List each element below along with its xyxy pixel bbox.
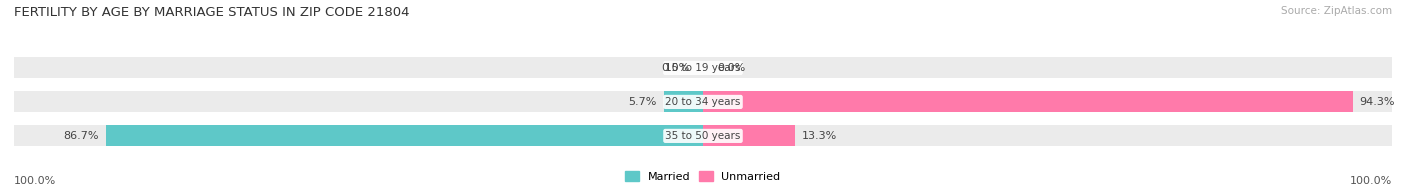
Text: 0.0%: 0.0% bbox=[717, 63, 745, 73]
Text: 100.0%: 100.0% bbox=[1350, 176, 1392, 186]
Bar bbox=[14, 57, 1392, 78]
Text: 13.3%: 13.3% bbox=[801, 131, 837, 141]
Bar bbox=[703, 91, 1353, 113]
Text: FERTILITY BY AGE BY MARRIAGE STATUS IN ZIP CODE 21804: FERTILITY BY AGE BY MARRIAGE STATUS IN Z… bbox=[14, 6, 409, 19]
Bar bbox=[14, 91, 1392, 113]
Text: 15 to 19 years: 15 to 19 years bbox=[665, 63, 741, 73]
Bar bbox=[14, 125, 1392, 146]
Text: 5.7%: 5.7% bbox=[628, 97, 657, 107]
Text: 100.0%: 100.0% bbox=[14, 176, 56, 186]
Text: 86.7%: 86.7% bbox=[63, 131, 98, 141]
Text: 35 to 50 years: 35 to 50 years bbox=[665, 131, 741, 141]
Text: 94.3%: 94.3% bbox=[1360, 97, 1395, 107]
Bar bbox=[664, 91, 703, 113]
Text: 20 to 34 years: 20 to 34 years bbox=[665, 97, 741, 107]
Legend: Married, Unmarried: Married, Unmarried bbox=[621, 167, 785, 187]
Bar bbox=[105, 125, 703, 146]
Text: 0.0%: 0.0% bbox=[661, 63, 689, 73]
Text: Source: ZipAtlas.com: Source: ZipAtlas.com bbox=[1281, 6, 1392, 16]
Bar bbox=[703, 125, 794, 146]
